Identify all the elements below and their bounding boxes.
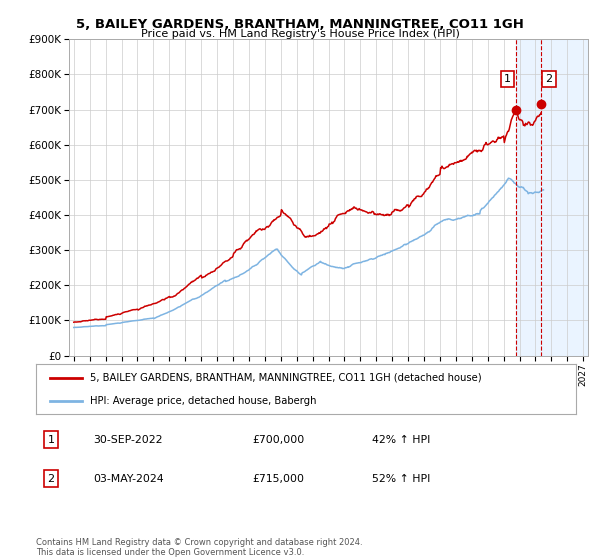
Text: 1: 1 (504, 74, 511, 84)
Text: £715,000: £715,000 (252, 474, 304, 484)
Text: Price paid vs. HM Land Registry's House Price Index (HPI): Price paid vs. HM Land Registry's House … (140, 29, 460, 39)
Text: 1: 1 (47, 435, 55, 445)
Text: 42% ↑ HPI: 42% ↑ HPI (372, 435, 430, 445)
Text: 2: 2 (47, 474, 55, 484)
Text: 5, BAILEY GARDENS, BRANTHAM, MANNINGTREE, CO11 1GH: 5, BAILEY GARDENS, BRANTHAM, MANNINGTREE… (76, 18, 524, 31)
Text: HPI: Average price, detached house, Babergh: HPI: Average price, detached house, Babe… (90, 396, 317, 406)
Text: £700,000: £700,000 (252, 435, 304, 445)
Bar (515, 39, 588, 356)
Text: 2: 2 (545, 74, 553, 84)
Text: 30-SEP-2022: 30-SEP-2022 (93, 435, 163, 445)
Text: 03-MAY-2024: 03-MAY-2024 (93, 474, 164, 484)
Text: 52% ↑ HPI: 52% ↑ HPI (372, 474, 430, 484)
Text: 5, BAILEY GARDENS, BRANTHAM, MANNINGTREE, CO11 1GH (detached house): 5, BAILEY GARDENS, BRANTHAM, MANNINGTREE… (90, 372, 482, 382)
Text: Contains HM Land Registry data © Crown copyright and database right 2024.
This d: Contains HM Land Registry data © Crown c… (36, 538, 362, 557)
